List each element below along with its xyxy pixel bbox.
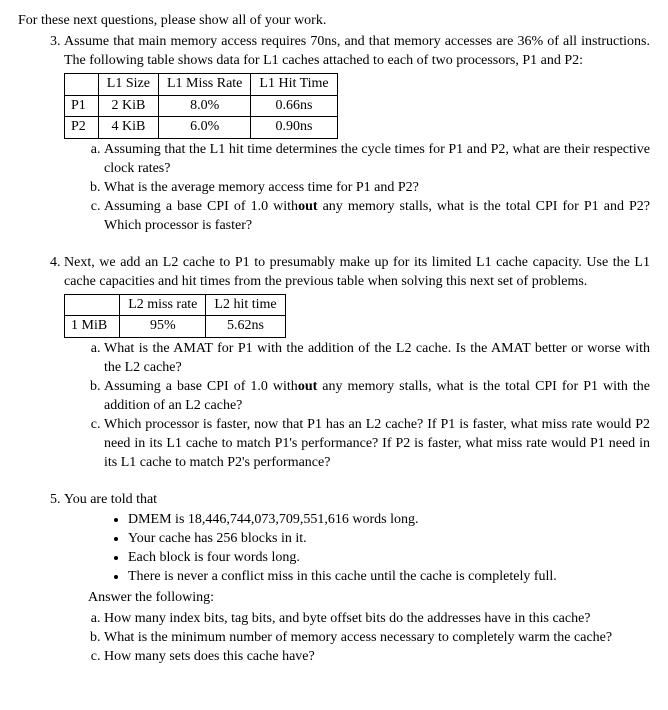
q3-h0 [65,73,99,95]
q3-r0c3: 0.66ns [251,95,337,117]
table-row: L2 miss rate L2 hit time [65,294,286,316]
q5-answer-line: Answer the following: [88,589,650,608]
q3-b: What is the average memory access time f… [104,179,650,198]
question-3: Assume that main memory access requires … [64,33,650,236]
table-row: P2 4 KiB 6.0% 0.90ns [65,117,338,139]
q4-c: Which processor is faster, now that P1 h… [104,416,650,473]
q4-h0 [65,294,120,316]
q5-bullets: DMEM is 18,446,744,073,709,551,616 words… [64,511,650,587]
q4-a: What is the AMAT for P1 with the additio… [104,340,650,378]
q3-table: L1 Size L1 Miss Rate L1 Hit Time P1 2 Ki… [64,73,338,140]
table-row: P1 2 KiB 8.0% 0.66ns [65,95,338,117]
q3-r0c2: 8.0% [158,95,250,117]
q3-h2: L1 Miss Rate [158,73,250,95]
table-row: 1 MiB 95% 5.62ns [65,316,286,338]
q3-text: Assume that main memory access requires … [64,34,650,68]
q4-b-bold: out [298,379,317,394]
list-item: There is never a conflict miss in this c… [128,568,650,587]
q5-b: What is the minimum number of memory acc… [104,629,650,648]
table-row: L1 Size L1 Miss Rate L1 Hit Time [65,73,338,95]
list-item: DMEM is 18,446,744,073,709,551,616 words… [128,511,650,530]
q5-c: How many sets does this cache have? [104,648,650,667]
q3-c: Assuming a base CPI of 1.0 without any m… [104,198,650,236]
q5-text: You are told that [64,492,157,507]
q4-b: Assuming a base CPI of 1.0 without any m… [104,378,650,416]
q4-r0c2: 5.62ns [206,316,285,338]
q4-r0c0: 1 MiB [65,316,120,338]
question-4: Next, we add an L2 cache to P1 to presum… [64,254,650,473]
q4-b-pre: Assuming a base CPI of 1.0 with [104,379,298,394]
q3-a: Assuming that the L1 hit time determines… [104,141,650,179]
q3-r1c0: P2 [65,117,99,139]
q4-text: Next, we add an L2 cache to P1 to presum… [64,255,650,289]
q3-h1: L1 Size [98,73,158,95]
q3-r0c1: 2 KiB [98,95,158,117]
intro-text: For these next questions, please show al… [18,12,650,31]
q4-h1: L2 miss rate [120,294,206,316]
question-5: You are told that DMEM is 18,446,744,073… [64,491,650,667]
q3-r1c1: 4 KiB [98,117,158,139]
q3-h3: L1 Hit Time [251,73,337,95]
q3-r0c0: P1 [65,95,99,117]
q3-r1c3: 0.90ns [251,117,337,139]
q4-h2: L2 hit time [206,294,285,316]
q4-r0c1: 95% [120,316,206,338]
q3-c-pre: Assuming a base CPI of 1.0 with [104,199,298,214]
q3-c-bold: out [298,199,317,214]
q4-table: L2 miss rate L2 hit time 1 MiB 95% 5.62n… [64,294,286,339]
q5-a: How many index bits, tag bits, and byte … [104,610,650,629]
list-item: Each block is four words long. [128,549,650,568]
q3-r1c2: 6.0% [158,117,250,139]
list-item: Your cache has 256 blocks in it. [128,530,650,549]
